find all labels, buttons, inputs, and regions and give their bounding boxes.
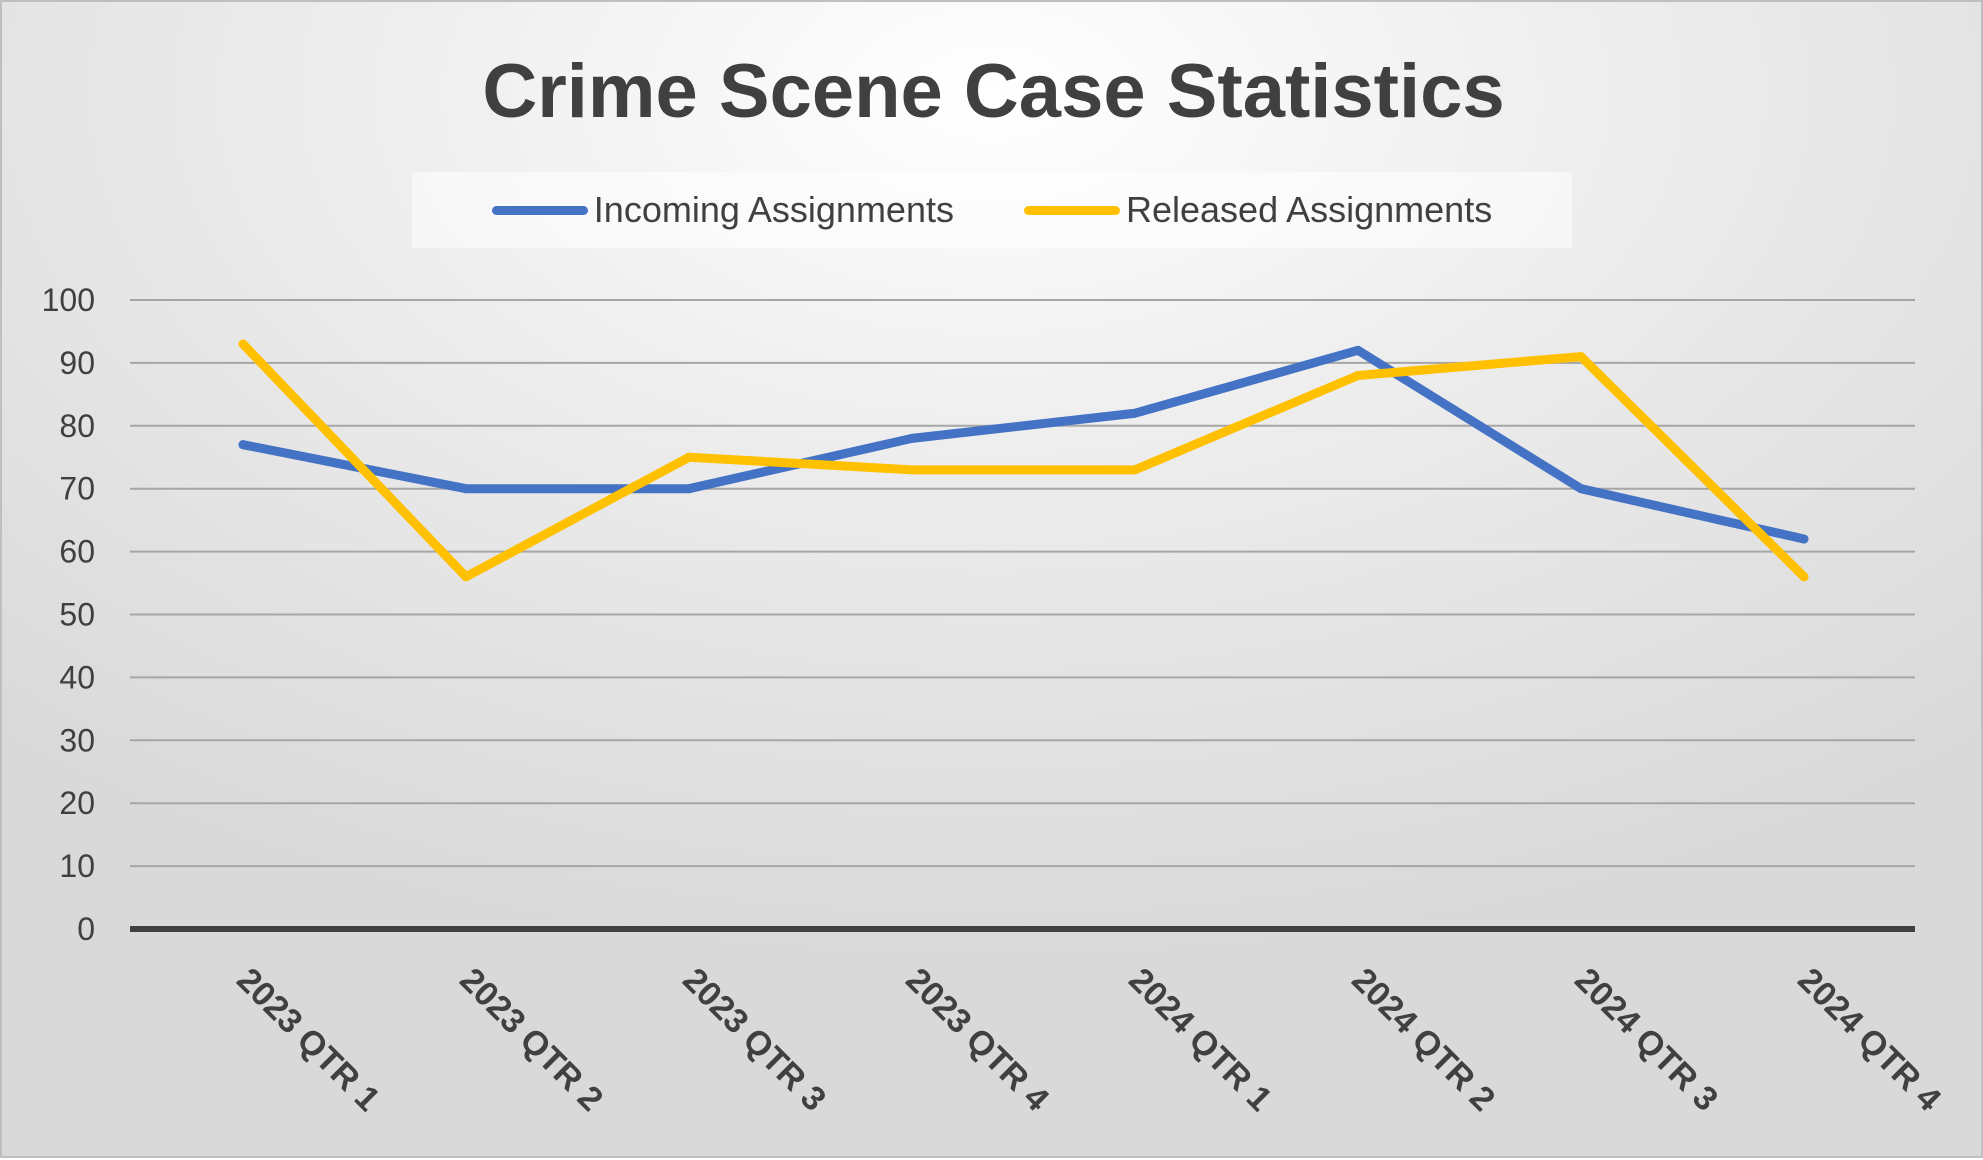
y-tick-label-20: 20 <box>59 785 95 821</box>
series-line-1 <box>238 345 1809 544</box>
data-point-s2-3 <box>684 452 694 462</box>
x-tick-label-8: 2024 QTR 4 <box>1790 961 1948 1119</box>
data-point-s1-7 <box>1576 484 1586 494</box>
data-point-s1-1 <box>238 440 248 450</box>
x-tick-label-1: 2023 QTR 1 <box>229 961 387 1119</box>
y-tick-label-90: 90 <box>59 345 95 381</box>
legend-label-released: Released Assignments <box>1125 189 1493 230</box>
data-point-s2-5 <box>1130 465 1140 475</box>
data-point-s1-6 <box>1353 345 1363 355</box>
data-point-s2-4 <box>907 465 917 475</box>
y-tick-label-70: 70 <box>59 471 95 507</box>
x-tick-label-5: 2024 QTR 1 <box>1121 961 1279 1119</box>
data-point-s1-2 <box>461 484 471 494</box>
y-tick-label-10: 10 <box>59 848 95 884</box>
data-point-s2-6 <box>1353 370 1363 380</box>
x-tick-label-6: 2024 QTR 2 <box>1344 961 1502 1119</box>
y-tick-label-100: 100 <box>42 282 95 318</box>
legend-entry-incoming: Incoming Assignments <box>491 189 954 231</box>
data-point-s2-1 <box>238 339 248 349</box>
data-point-s1-3 <box>684 484 694 494</box>
x-tick-label-2: 2023 QTR 2 <box>452 961 610 1119</box>
data-point-s1-5 <box>1130 408 1140 418</box>
x-tick-label-4: 2023 QTR 4 <box>898 961 1056 1119</box>
y-tick-label-40: 40 <box>59 659 95 695</box>
legend: Incoming Assignments Released Assignment… <box>412 172 1572 248</box>
data-point-s1-8 <box>1799 534 1809 544</box>
y-tick-label-80: 80 <box>59 408 95 444</box>
series-line-2 <box>238 339 1809 582</box>
x-tick-label-7: 2024 QTR 3 <box>1567 961 1725 1119</box>
legend-entry-released: Released Assignments <box>1023 189 1493 231</box>
chart-title: Crime Scene Case Statistics <box>482 49 1505 134</box>
x-tick-label-3: 2023 QTR 3 <box>675 961 833 1119</box>
data-point-s1-4 <box>907 433 917 443</box>
y-tick-label-30: 30 <box>59 722 95 758</box>
data-point-s2-8 <box>1799 572 1809 582</box>
y-tick-label-0: 0 <box>77 911 95 947</box>
legend-label-incoming: Incoming Assignments <box>593 189 954 230</box>
data-point-s2-2 <box>461 572 471 582</box>
data-point-s2-7 <box>1576 352 1586 362</box>
legend-swatch-incoming <box>491 205 588 215</box>
legend-swatch-released <box>1023 205 1120 215</box>
y-tick-label-60: 60 <box>59 534 95 570</box>
y-tick-label-50: 50 <box>59 597 95 633</box>
